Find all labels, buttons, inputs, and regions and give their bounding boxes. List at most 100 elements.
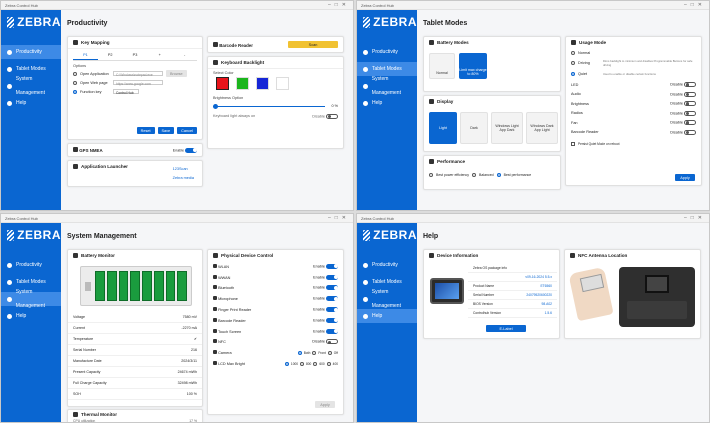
color-white-swatch[interactable] <box>276 77 289 90</box>
battery-normal-tile[interactable]: Normal <box>429 53 455 79</box>
display-dark-tile[interactable]: Dark <box>460 112 488 144</box>
cancel-button[interactable]: Cancel <box>177 127 197 134</box>
driving-mode-radio[interactable] <box>571 61 575 65</box>
nav-help[interactable]: Help <box>1 96 61 110</box>
nav-productivity[interactable]: Productivity <box>1 45 61 59</box>
app-path-field[interactable]: C:\Windows\notepad.exe <box>113 71 163 77</box>
normal-mode-radio[interactable] <box>571 50 575 55</box>
quiet-item-state: Disable <box>670 92 683 97</box>
nav-help[interactable]: Help <box>357 96 417 110</box>
window-controls[interactable]: –□✕ <box>328 2 350 8</box>
quiet-item-row: Fan Disable <box>566 118 701 128</box>
nav-tablet-modes[interactable]: Tablet Modes <box>357 275 417 289</box>
function-key-select[interactable]: Control Hub <box>113 89 139 95</box>
balanced-radio[interactable] <box>472 173 477 177</box>
device-item-toggle[interactable] <box>326 296 338 302</box>
quiet-item-toggle[interactable] <box>684 110 696 116</box>
quiet-item-toggle[interactable] <box>684 101 696 107</box>
quiet-item-toggle[interactable] <box>684 82 696 88</box>
open-web-radio[interactable] <box>73 80 77 85</box>
zebra-logo: ZEBRA <box>7 15 61 29</box>
color-blue-swatch[interactable] <box>256 77 269 90</box>
device-item-toggle[interactable] <box>326 274 338 280</box>
brightness-slider[interactable] <box>213 103 326 109</box>
function-key-radio[interactable] <box>73 89 77 94</box>
lcd-400-radio[interactable] <box>326 361 331 366</box>
window-controls[interactable]: –□✕ <box>328 215 350 221</box>
power-efficiency-radio[interactable] <box>429 173 433 177</box>
tab-p3[interactable]: P3 <box>132 53 138 57</box>
quiet-item-toggle[interactable] <box>684 129 696 135</box>
lcd-600-radio[interactable] <box>313 361 318 366</box>
reset-button[interactable]: Reset <box>136 127 155 134</box>
device-item-toggle[interactable] <box>326 307 338 313</box>
add-tab-button[interactable]: + <box>158 53 161 57</box>
display-icon <box>429 99 434 104</box>
tablet-back-image <box>619 267 695 327</box>
app-123scan[interactable]: 123Scan <box>172 167 188 171</box>
usage-apply-button[interactable]: Apply <box>675 174 695 181</box>
remove-tab-button[interactable]: - <box>183 53 186 57</box>
tab-p1[interactable]: P1 <box>73 51 98 60</box>
lcd-800-radio[interactable] <box>300 361 305 366</box>
window-controls[interactable]: –□✕ <box>684 215 706 221</box>
nav-help[interactable]: Help <box>357 309 417 323</box>
quiet-item-row: Brightness Disable <box>566 99 701 109</box>
battery-detail-value: 216 <box>191 348 197 352</box>
nav-system-management[interactable]: System Management <box>357 76 417 96</box>
display-win-dark-tile[interactable]: Windows Dark App Light <box>526 112 558 144</box>
quiet-item-toggle[interactable] <box>684 120 696 126</box>
productivity-icon <box>7 262 12 268</box>
nav-productivity[interactable]: Productivity <box>357 45 417 59</box>
nav-system-management[interactable]: System Management <box>1 289 61 309</box>
physical-apply-button[interactable]: Apply <box>315 401 335 408</box>
device-item-toggle[interactable] <box>326 339 338 345</box>
quiet-item-label: LED <box>571 82 579 87</box>
camera-off-radio[interactable] <box>327 350 332 355</box>
color-red-swatch[interactable] <box>216 77 229 90</box>
quiet-item-label: Brightness <box>571 101 589 106</box>
tab-p2[interactable]: P2 <box>107 53 113 57</box>
camera-front-radio[interactable] <box>312 350 317 355</box>
nav-system-management[interactable]: System Management <box>1 76 61 96</box>
camera-both-radio[interactable] <box>297 350 302 355</box>
scan-button[interactable]: Scan <box>288 41 338 48</box>
battery-limit-tile[interactable]: Limit max charge to 80% <box>459 53 487 79</box>
window-controls[interactable]: –□✕ <box>684 2 706 8</box>
display-win-light-tile[interactable]: Windows Light App Dark <box>491 112 523 144</box>
nav-system-management[interactable]: System Management <box>357 289 417 309</box>
nav-productivity[interactable]: Productivity <box>1 258 61 272</box>
web-url-field[interactable]: https://www.google.com <box>113 80 163 86</box>
always-on-toggle[interactable] <box>326 113 338 119</box>
device-item-toggle[interactable] <box>326 263 338 269</box>
nav-productivity[interactable]: Productivity <box>357 258 417 272</box>
nav-tablet-modes[interactable]: Tablet Modes <box>1 275 61 289</box>
lcd-1000-radio[interactable] <box>284 361 289 366</box>
quiet-item-state: Disable <box>670 101 683 106</box>
content-area: Help Device Information Zebra OS package… <box>417 223 709 422</box>
quiet-mode-radio[interactable] <box>571 71 575 76</box>
elabel-button[interactable]: E-Label <box>486 325 526 332</box>
quiet-item-toggle[interactable] <box>684 91 696 97</box>
persist-checkbox[interactable] <box>571 141 575 146</box>
best-performance-radio[interactable] <box>496 173 501 177</box>
device-item-toggle[interactable] <box>326 328 338 334</box>
window-title: Zebra Control Hub <box>5 3 38 8</box>
save-button[interactable]: Save <box>157 127 175 134</box>
display-light-tile[interactable]: Light <box>429 112 457 144</box>
nav-help[interactable]: Help <box>1 309 61 323</box>
open-app-radio[interactable] <box>73 71 77 76</box>
gps-toggle[interactable] <box>185 147 197 153</box>
device-item-toggle[interactable] <box>326 317 338 323</box>
nav-tablet-modes[interactable]: Tablet Modes <box>357 62 417 76</box>
app-zebra-media[interactable]: Zebra media <box>172 176 194 180</box>
color-green-swatch[interactable] <box>236 77 249 90</box>
device-info-key: BIOS Version <box>473 302 493 306</box>
nav-tablet-modes[interactable]: Tablet Modes <box>1 62 61 76</box>
browse-button[interactable]: Browse <box>166 70 187 77</box>
device-item-icon <box>213 307 217 312</box>
device-item-toggle[interactable] <box>326 285 338 291</box>
physical-items: WLAN Enable WWAN Enable Bluetooth Enable… <box>208 261 343 347</box>
slider-handle[interactable] <box>213 103 218 109</box>
